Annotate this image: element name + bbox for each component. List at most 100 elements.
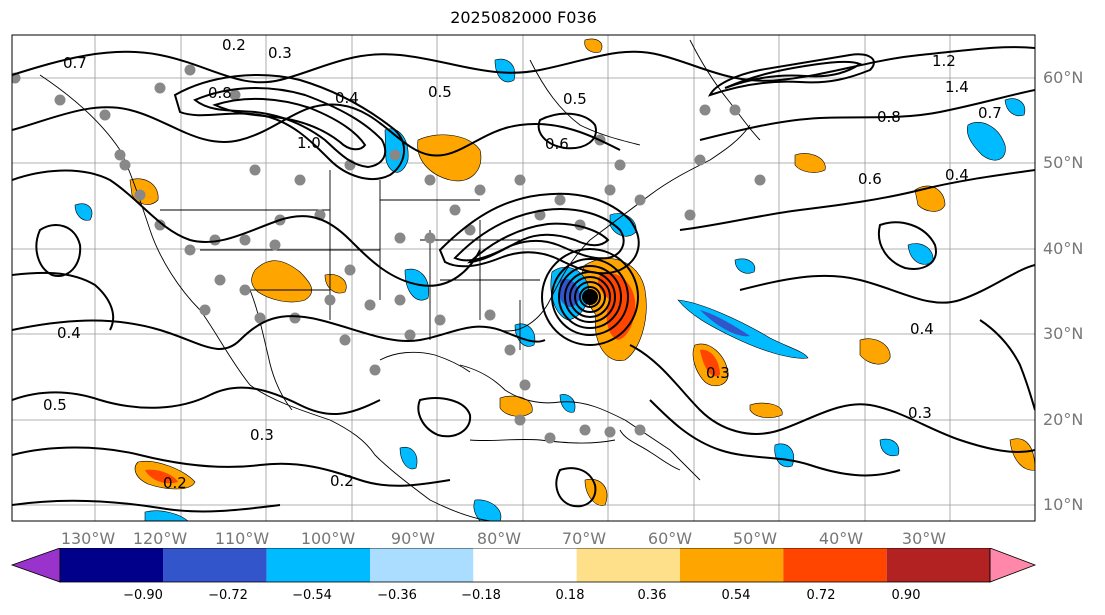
station-dot bbox=[474, 184, 486, 196]
contour-label: 0.2 bbox=[222, 36, 246, 54]
lat-label: 50°N bbox=[1043, 153, 1084, 172]
station-dot bbox=[239, 234, 251, 246]
station-dot bbox=[699, 104, 711, 116]
station-dot bbox=[214, 274, 226, 286]
station-dot bbox=[579, 424, 591, 436]
station-dot bbox=[294, 174, 306, 186]
colorbar-outline bbox=[59, 548, 991, 583]
map-frame bbox=[11, 34, 1036, 522]
contour-label: 0.6 bbox=[545, 135, 569, 153]
contour-label: 0.8 bbox=[208, 84, 232, 102]
station-dot bbox=[729, 104, 741, 116]
station-dot bbox=[369, 364, 381, 376]
station-dot bbox=[404, 329, 416, 341]
lon-label: 70°W bbox=[561, 529, 607, 548]
colorbar-segment bbox=[163, 548, 267, 582]
station-dot bbox=[604, 426, 616, 438]
weather-map: 0.2 0.3 0.4 0.5 0.6 0.7 0.8 1.0 1.2 1.4 … bbox=[11, 34, 1036, 522]
colorbar-tick: −0.90 bbox=[123, 588, 163, 603]
colorbar-segment bbox=[370, 548, 474, 582]
colorbar-tick: 0.72 bbox=[806, 588, 836, 603]
station-dot bbox=[514, 414, 526, 426]
colorbar-tick: 0.36 bbox=[637, 588, 667, 603]
map-background bbox=[12, 35, 1035, 521]
lon-label: 60°W bbox=[647, 529, 693, 548]
map-title: 2025082000 F036 bbox=[450, 8, 597, 27]
contour-label: 0.5 bbox=[563, 90, 587, 108]
station-dot bbox=[344, 264, 356, 276]
station-dot bbox=[269, 239, 281, 251]
contour-label: 0.4 bbox=[57, 324, 81, 342]
station-dot bbox=[239, 284, 251, 296]
station-dot bbox=[484, 309, 496, 321]
colorbar-segment bbox=[576, 548, 680, 582]
station-dot bbox=[254, 312, 266, 324]
colorbar-tick: −0.54 bbox=[292, 588, 332, 603]
station-dot bbox=[449, 204, 461, 216]
station-dot bbox=[249, 164, 261, 176]
station-dot bbox=[544, 432, 556, 444]
contour-label: 1.4 bbox=[945, 78, 969, 96]
station-dot bbox=[754, 174, 766, 186]
colorbar bbox=[10, 548, 1037, 583]
station-dot bbox=[684, 209, 696, 221]
station-dot bbox=[424, 174, 436, 186]
contour-label: 0.6 bbox=[858, 170, 882, 188]
station-dot bbox=[634, 424, 646, 436]
lat-label: 20°N bbox=[1043, 410, 1084, 429]
lon-label: 90°W bbox=[390, 529, 436, 548]
storm-center-marker bbox=[582, 289, 598, 305]
station-dot bbox=[229, 89, 241, 101]
station-dot bbox=[694, 154, 706, 166]
contour-label: 0.4 bbox=[945, 166, 969, 184]
colorbar-segment bbox=[783, 548, 887, 582]
colorbar-segment bbox=[266, 548, 370, 582]
lat-label: 40°N bbox=[1043, 239, 1084, 258]
lon-label: 110°W bbox=[214, 529, 270, 548]
contour-label: 0.2 bbox=[163, 474, 187, 492]
station-dot bbox=[154, 82, 166, 94]
station-dot bbox=[604, 184, 616, 196]
contour-label: 1.0 bbox=[297, 134, 321, 152]
colorbar-tick: 0.54 bbox=[721, 588, 751, 603]
station-dot bbox=[394, 294, 406, 306]
station-dot bbox=[394, 232, 406, 244]
contour-label: 0.4 bbox=[335, 89, 359, 107]
colorbar-segment bbox=[680, 548, 784, 582]
contour-label-layer: 0.2 0.3 0.4 0.5 0.6 0.7 0.8 1.0 1.2 1.4 … bbox=[43, 36, 1002, 492]
station-dot bbox=[389, 149, 401, 161]
lat-label: 60°N bbox=[1043, 68, 1084, 87]
colorbar-tick: 0.90 bbox=[891, 588, 921, 603]
lon-label: 50°W bbox=[732, 529, 778, 548]
colorbar-segment bbox=[60, 548, 164, 582]
lon-label: 100°W bbox=[300, 529, 356, 548]
contour-label: 0.7 bbox=[63, 54, 87, 72]
colorbar-segment bbox=[886, 548, 990, 582]
station-dot bbox=[184, 244, 196, 256]
lon-label: 80°W bbox=[476, 529, 522, 548]
colorbar-extend-high bbox=[989, 548, 1037, 583]
contour-label: 0.5 bbox=[428, 83, 452, 101]
contour-label: 0.5 bbox=[43, 396, 67, 414]
contour-label: 0.3 bbox=[908, 404, 932, 422]
colorbar-tick: 0.18 bbox=[555, 588, 585, 603]
contour-label: 0.8 bbox=[877, 108, 901, 126]
station-dot bbox=[209, 234, 221, 246]
station-dot bbox=[339, 334, 351, 346]
contour-label: 0.3 bbox=[706, 364, 730, 382]
lon-label: 30°W bbox=[901, 529, 947, 548]
contour-label: 1.2 bbox=[932, 52, 956, 70]
station-dot bbox=[324, 294, 336, 306]
lon-label: 120°W bbox=[132, 529, 188, 548]
station-dot bbox=[614, 159, 626, 171]
contour-label: 0.3 bbox=[250, 426, 274, 444]
station-dot bbox=[504, 344, 516, 356]
station-dot bbox=[464, 224, 476, 236]
station-dot bbox=[434, 314, 446, 326]
station-dot bbox=[519, 379, 531, 391]
contour-label: 0.7 bbox=[978, 104, 1002, 122]
colorbar-segment bbox=[473, 548, 577, 582]
colorbar-segments bbox=[10, 548, 1037, 583]
station-dot bbox=[154, 219, 166, 231]
station-dot bbox=[199, 304, 211, 316]
